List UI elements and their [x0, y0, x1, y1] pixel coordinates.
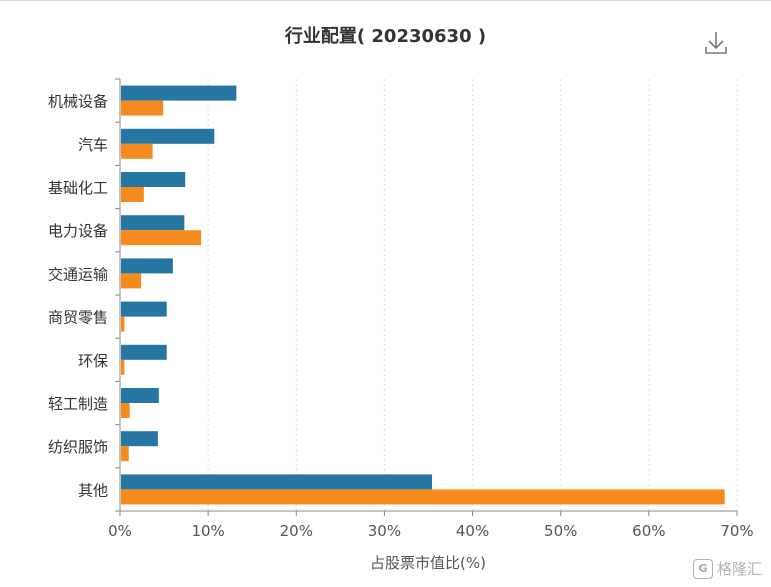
bar-series-2: [121, 187, 144, 202]
bar-series-2: [121, 359, 125, 375]
category-label: 轻工制造: [48, 395, 108, 413]
download-icon: [705, 32, 727, 54]
bar-series-2: [121, 230, 202, 246]
category-label: 环保: [78, 352, 108, 370]
x-tick-label: 40%: [456, 522, 489, 540]
top-divider: [0, 0, 771, 1]
bar-series-2: [121, 489, 725, 505]
x-tick-label: 0%: [108, 522, 132, 540]
grid-lines: [207, 79, 738, 511]
bar-series-1: [121, 301, 167, 317]
gelonghui-logo-icon: G: [693, 558, 713, 579]
bar-series-1: [121, 172, 186, 187]
x-tick-label: 60%: [632, 522, 665, 540]
x-axis-label: 占股票市值比(%): [370, 554, 486, 572]
bar-series-2: [121, 316, 125, 332]
download-button[interactable]: [700, 26, 732, 58]
category-label: 其他: [78, 481, 108, 499]
tick-labels: 0% 10% 20% 30% 40% 50% 60% 70% 机械设备汽车基础化工电力设备交通运…: [48, 93, 754, 540]
bar-series-2: [121, 403, 130, 418]
x-tick-label: 70%: [720, 522, 753, 540]
category-label: 机械设备: [48, 93, 108, 111]
bar-series-1: [121, 388, 159, 403]
bar-series-1: [121, 344, 167, 360]
bar-series-1: [121, 128, 215, 144]
bar-series-2: [121, 446, 129, 462]
x-tick-label: 10%: [191, 522, 224, 540]
category-label: 纺织服饰: [48, 438, 108, 456]
bars: [121, 85, 725, 505]
chart-title: 行业配置( 20230630 ): [284, 26, 487, 47]
bar-series-2: [121, 273, 142, 289]
bar-series-2: [121, 100, 164, 116]
bar-series-1: [121, 474, 433, 490]
bar-series-1: [121, 258, 173, 274]
bar-series-2: [121, 143, 153, 159]
category-label: 汽车: [78, 136, 108, 154]
bar-series-1: [121, 85, 237, 101]
watermark-text: 格隆汇: [717, 560, 763, 578]
watermark: G 格隆汇: [693, 558, 762, 579]
category-label: 交通运输: [48, 265, 108, 283]
x-tick-label: 30%: [368, 522, 401, 540]
category-label: 基础化工: [48, 179, 108, 197]
category-label: 商贸零售: [48, 309, 108, 327]
axes: [115, 78, 738, 516]
category-label: 电力设备: [48, 222, 108, 240]
x-tick-label: 50%: [544, 522, 577, 540]
bar-series-1: [121, 215, 185, 231]
bar-series-1: [121, 431, 158, 447]
x-tick-label: 20%: [280, 522, 313, 540]
